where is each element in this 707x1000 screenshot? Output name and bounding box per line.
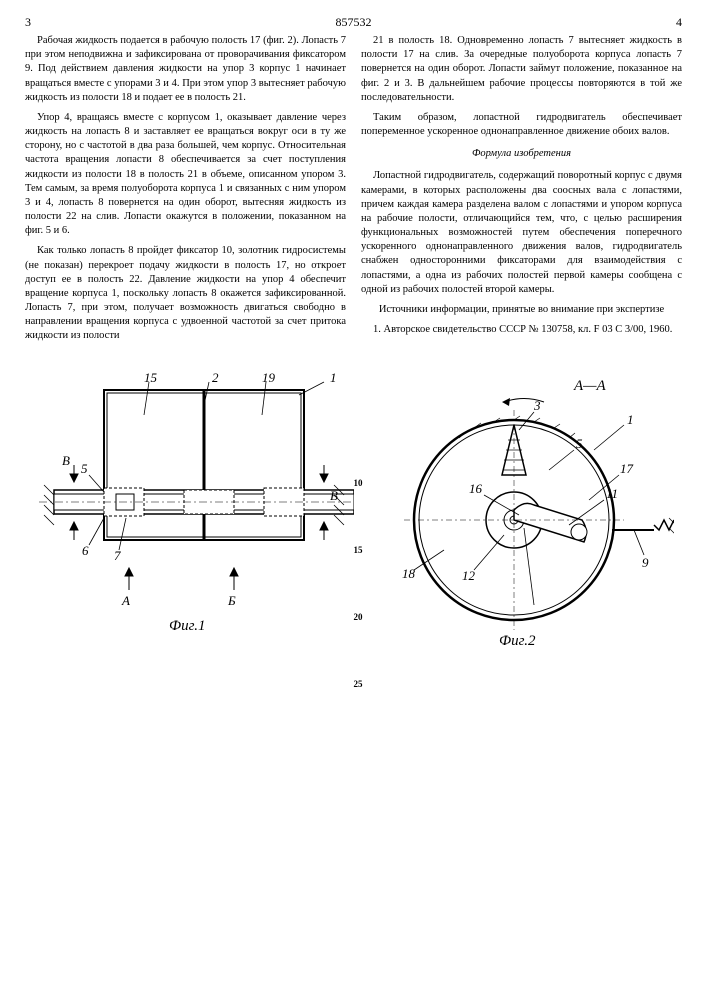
right-column: 21 в полость 18. Одновременно лопасть 7 …: [361, 34, 682, 350]
fig2-callout-3: 3: [533, 398, 541, 413]
fig1-arrow-B-left: В: [62, 453, 70, 468]
figure-1: 1 2 15 19 5 6 7 В В А Б Фиг.1: [34, 370, 354, 665]
page-num-left: 3: [25, 15, 31, 30]
line-marker: 20: [354, 612, 363, 622]
left-p2: Упор 4, вращаясь вместе с корпусом 1, ок…: [25, 111, 346, 239]
fig1-callout-7: 7: [114, 548, 121, 563]
fig1-arrow-B-right: В: [330, 488, 338, 503]
patent-number: 857532: [336, 15, 372, 30]
fig2-section-label: А—А: [573, 378, 607, 394]
right-p2: Таким образом, лопастной гидродвигатель …: [361, 111, 682, 139]
left-p3: Как только лопасть 8 пройдет фиксатор 10…: [25, 244, 346, 343]
fig2-callout-16: 16: [469, 481, 483, 496]
right-p4: 1. Авторское свидетельство СССР № 130758…: [361, 323, 682, 337]
right-p1: 21 в полость 18. Одновременно лопасть 7 …: [361, 34, 682, 105]
fig2-callout-9: 9: [642, 555, 649, 570]
fig1-callout-6: 6: [82, 543, 89, 558]
fig2-callout-17: 17: [620, 461, 634, 476]
fig2-label: Фиг.2: [499, 633, 536, 649]
fig1-arrow-B2: Б: [227, 593, 236, 608]
fig1-callout-5: 5: [81, 461, 88, 476]
figure-2: А—А: [374, 370, 674, 665]
line-marker: 15: [354, 545, 363, 555]
fig2-callout-18: 18: [402, 566, 416, 581]
left-p1: Рабочая жидкость подается в рабочую поло…: [25, 34, 346, 105]
fig2-callout-12: 12: [462, 568, 476, 583]
fig2-callout-5: 5: [576, 436, 583, 451]
fig1-svg: 1 2 15 19 5 6 7 В В А Б Фиг.1: [34, 370, 354, 660]
line-marker: 25: [354, 679, 363, 689]
page-num-right: 4: [676, 15, 682, 30]
fig1-callout-19: 19: [262, 370, 276, 385]
line-marker: 10: [354, 478, 363, 488]
fig1-callout-15: 15: [144, 370, 158, 385]
left-column: Рабочая жидкость подается в рабочую поло…: [25, 34, 346, 350]
fig1-label: Фиг.1: [169, 618, 205, 634]
fig1-callout-2: 2: [212, 370, 219, 385]
fig2-svg: А—А: [374, 370, 674, 660]
fig2-callout-1: 1: [627, 412, 634, 427]
formula-title: Формула изобретения: [361, 147, 682, 161]
sources-title: Источники информации, принятые во вниман…: [361, 303, 682, 317]
fig1-callout-1: 1: [330, 370, 337, 385]
fig2-callout-11: 11: [606, 486, 618, 501]
fig1-arrow-A: А: [121, 593, 130, 608]
text-columns: Рабочая жидкость подается в рабочую поло…: [25, 34, 682, 350]
right-p3: Лопастной гидродвигатель, содержащий пов…: [361, 169, 682, 297]
